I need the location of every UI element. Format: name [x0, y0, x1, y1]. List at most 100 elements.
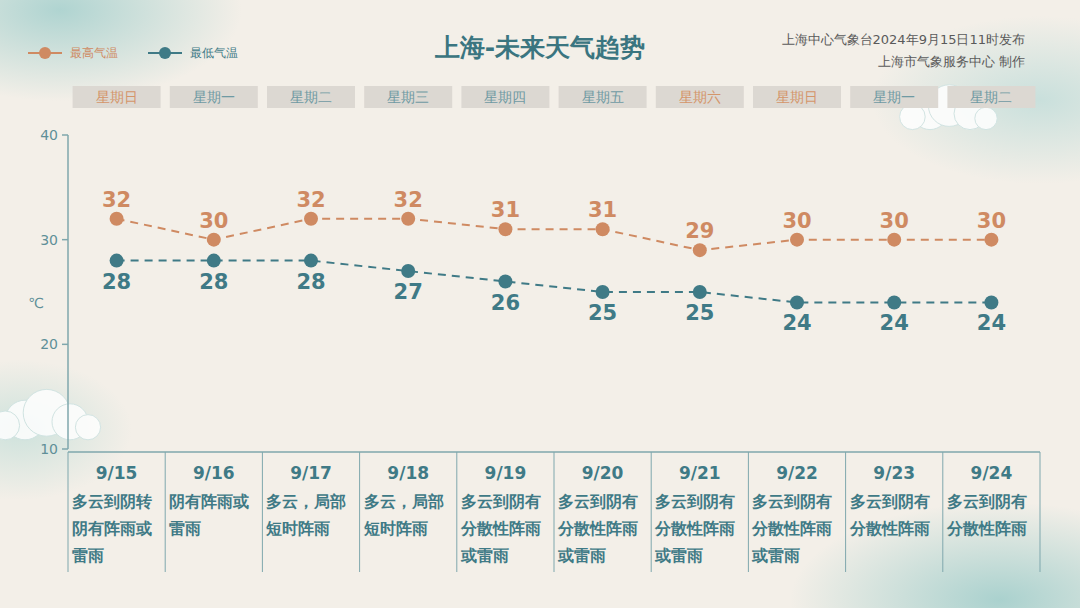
y-tick-label: 20 — [40, 336, 58, 352]
annotation: 上海中心气象台2024年9月15日11时发布 — [782, 32, 1025, 47]
table-divider — [68, 452, 69, 572]
weekday-box — [170, 86, 258, 108]
data-label: 32 — [394, 188, 423, 212]
weather-text: 多云到阴有分散性阵雨或雷雨 — [558, 488, 650, 569]
weather-text: 多云到阴有分散性阵雨 — [850, 488, 942, 542]
data-label: 29 — [685, 219, 714, 243]
weekday-label: 星期六 — [679, 89, 721, 105]
point — [207, 254, 221, 268]
legend-item: 最高气温 — [28, 46, 118, 60]
y-tick — [62, 448, 68, 450]
weekday-box — [947, 86, 1035, 108]
legend-marker — [159, 47, 171, 59]
cloud-puff — [0, 411, 20, 440]
data-label: 24 — [880, 311, 909, 335]
data-label: 30 — [782, 209, 811, 233]
weekday-label: 星期四 — [484, 89, 526, 105]
stage: {"chart_data": { "type": "line", "title"… — [0, 0, 1080, 608]
table-divider — [942, 452, 943, 572]
weekday-header: 星期日 — [753, 86, 841, 108]
weekday-header: 星期日 — [73, 86, 161, 108]
series-line — [117, 261, 992, 303]
point — [790, 233, 804, 247]
weekday-header: 星期一 — [850, 86, 938, 108]
point — [887, 233, 901, 247]
weekday-label: 星期二 — [290, 89, 332, 105]
weekday-label: 星期日 — [776, 89, 818, 105]
point — [984, 295, 998, 309]
point — [110, 212, 124, 226]
x-tick-label: 9/21 — [679, 463, 721, 483]
weekday-box — [461, 86, 549, 108]
table-divider — [845, 452, 846, 572]
weekday-label: 星期二 — [970, 89, 1012, 105]
x-tick-label: 9/19 — [485, 463, 527, 483]
series-line — [117, 219, 992, 250]
y-axis — [67, 135, 69, 449]
table-divider — [651, 452, 652, 572]
point — [887, 295, 901, 309]
x-tick-label: 9/20 — [582, 463, 624, 483]
y-tick-label: 10 — [40, 441, 58, 457]
point — [790, 295, 804, 309]
plot-area — [110, 212, 999, 310]
data-label: 28 — [102, 270, 131, 294]
data-label: 25 — [685, 301, 714, 325]
data-label: 30 — [977, 209, 1006, 233]
y-tick — [62, 134, 68, 136]
point — [304, 254, 318, 268]
x-tick-label: 9/17 — [290, 463, 332, 483]
table-divider — [359, 452, 360, 572]
weekday-box — [559, 86, 647, 108]
cloud-decoration — [0, 389, 101, 439]
data-label: 32 — [296, 188, 325, 212]
point — [498, 275, 512, 289]
table-divider — [748, 452, 749, 572]
title: 上海-未来天气趋势 — [434, 33, 645, 62]
weekday-label: 星期日 — [96, 89, 138, 105]
table-divider — [165, 452, 166, 572]
cloud-puff — [75, 415, 100, 440]
weather-text: 多云到阴有分散性阵雨或雷雨 — [752, 488, 844, 569]
weekday-label: 星期一 — [193, 89, 235, 105]
point — [401, 264, 415, 278]
x-tick-label: 9/15 — [96, 463, 138, 483]
legend-label: 最低气温 — [190, 46, 238, 60]
point — [207, 233, 221, 247]
table-divider — [554, 452, 555, 572]
cloud-puff — [975, 107, 997, 129]
point — [596, 222, 610, 236]
data-label: 31 — [588, 198, 617, 222]
weather-text: 多云到阴转阴有阵雨或雷雨 — [72, 488, 164, 569]
y-tick — [62, 344, 68, 346]
y-axis-label: ℃ — [28, 295, 44, 311]
annotation: 上海市气象服务中心 制作 — [878, 54, 1025, 69]
weekday-label: 星期五 — [582, 89, 624, 105]
legend-marker — [39, 47, 51, 59]
data-label: 30 — [199, 209, 228, 233]
y-tick — [62, 239, 68, 241]
weekday-header: 星期五 — [559, 86, 647, 108]
y-tick-label: 40 — [40, 127, 58, 143]
data-label: 24 — [782, 311, 811, 335]
x-tick-label: 9/24 — [971, 463, 1013, 483]
weekday-box — [73, 86, 161, 108]
table-divider — [262, 452, 263, 572]
weekday-box — [267, 86, 355, 108]
data-label: 27 — [394, 280, 423, 304]
x-tick-label: 9/22 — [776, 463, 818, 483]
weekday-box — [850, 86, 938, 108]
weekday-header: 星期二 — [267, 86, 355, 108]
data-label: 32 — [102, 188, 131, 212]
data-label: 28 — [199, 270, 228, 294]
weekday-box — [753, 86, 841, 108]
legend-label: 最高气温 — [70, 46, 118, 60]
weather-text: 多云，局部短时阵雨 — [364, 488, 456, 542]
data-label: 26 — [491, 291, 520, 315]
weekday-box — [364, 86, 452, 108]
x-tick-label: 9/23 — [873, 463, 915, 483]
point — [693, 243, 707, 257]
x-tick-label: 9/16 — [193, 463, 235, 483]
weekday-label: 星期一 — [873, 89, 915, 105]
weekday-header: 星期三 — [364, 86, 452, 108]
